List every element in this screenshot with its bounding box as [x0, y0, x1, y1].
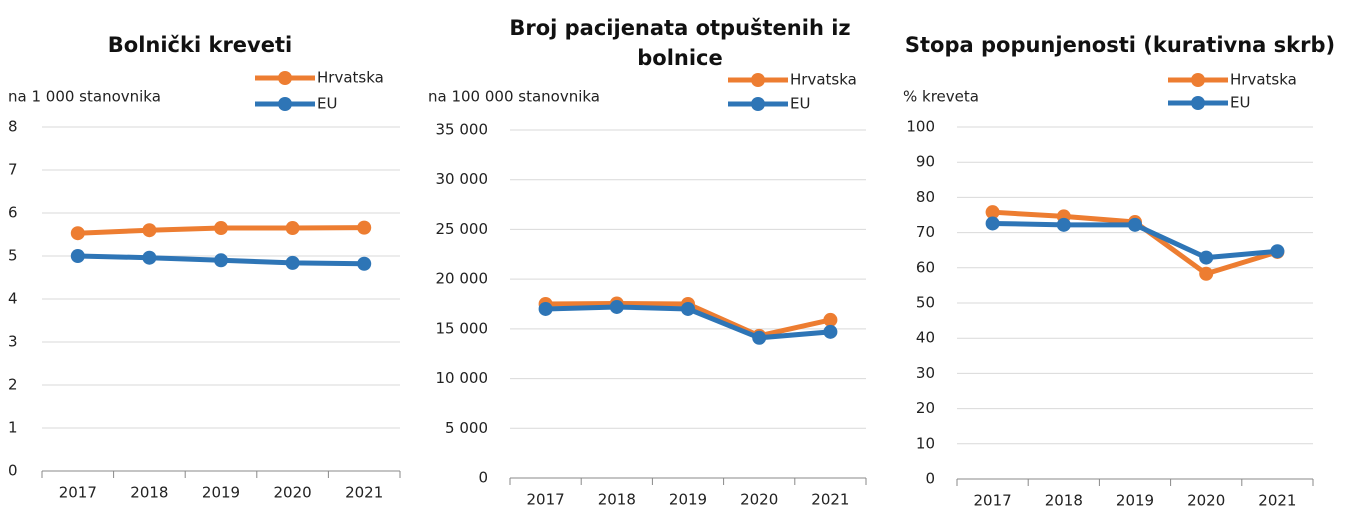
- y-axis-label: na 1 000 stanovnika: [8, 88, 161, 106]
- x-tick-label: 2018: [598, 491, 636, 509]
- series-marker: [70, 249, 85, 263]
- series-marker: [681, 301, 695, 316]
- y-tick-label: 30 000: [436, 170, 489, 188]
- series-marker: [214, 221, 228, 236]
- legend-marker: [278, 71, 292, 85]
- y-tick-label: 20 000: [436, 270, 489, 288]
- x-tick-label: 2017: [974, 492, 1012, 510]
- legend-label: EU: [790, 95, 810, 113]
- y-axis-label: % kreveta: [903, 88, 979, 106]
- legend-label: Hrvatska: [317, 69, 384, 87]
- x-tick-label: 2017: [59, 484, 97, 502]
- legend-marker: [278, 97, 292, 111]
- y-tick-label: 20: [916, 399, 935, 417]
- y-tick-label: 60: [916, 258, 935, 276]
- chart-title: Stopa popunjenosti (kurativna skrb): [904, 33, 1336, 57]
- y-tick-label: 10: [916, 434, 935, 452]
- chart-title: Bolnički kreveti: [107, 33, 293, 57]
- series-marker: [985, 205, 1000, 220]
- series-marker: [538, 301, 553, 316]
- y-tick-label: 50: [916, 294, 935, 312]
- legend-marker: [751, 97, 765, 111]
- y-tick-label: 5: [8, 247, 18, 265]
- series-marker: [1270, 244, 1285, 259]
- y-tick-label: 70: [916, 223, 935, 241]
- y-tick-label: 40: [916, 329, 935, 347]
- y-tick-label: 30: [916, 364, 935, 382]
- x-tick-label: 2020: [274, 484, 312, 502]
- series-marker: [609, 299, 624, 314]
- series-marker: [1128, 217, 1142, 232]
- y-axis-label: na 100 000 stanovnika: [428, 88, 600, 106]
- y-tick-label: 6: [8, 204, 18, 222]
- x-tick-label: 2018: [130, 484, 168, 502]
- y-tick-label: 80: [916, 188, 935, 206]
- x-tick-label: 2021: [345, 484, 383, 502]
- series-marker: [823, 312, 838, 327]
- series-marker: [285, 221, 300, 236]
- y-tick-label: 8: [8, 118, 18, 136]
- legend-marker: [751, 73, 765, 87]
- y-tick-label: 25 000: [436, 220, 489, 238]
- y-tick-label: 0: [8, 462, 18, 480]
- legend-label: Hrvatska: [790, 71, 857, 89]
- series-marker: [142, 250, 157, 265]
- x-tick-label: 2019: [1116, 492, 1154, 510]
- chart-title: Broj pacijenata otpuštenih iz bolnice: [509, 16, 851, 70]
- series-marker: [142, 223, 157, 238]
- x-tick-label: 2020: [740, 491, 778, 509]
- y-tick-label: 15 000: [436, 319, 489, 337]
- series-marker: [70, 226, 85, 241]
- y-tick-label: 90: [916, 153, 935, 171]
- y-tick-label: 100: [906, 118, 935, 136]
- legend-label: EU: [317, 95, 337, 113]
- y-tick-label: 2: [8, 376, 18, 394]
- x-tick-label: 2020: [1187, 492, 1225, 510]
- legend-label: Hrvatska: [1230, 71, 1297, 89]
- y-tick-label: 7: [8, 161, 18, 179]
- series-marker: [357, 220, 372, 235]
- y-tick-label: 5 000: [445, 419, 488, 437]
- y-tick-label: 4: [8, 290, 18, 308]
- legend-label: EU: [1230, 94, 1250, 112]
- series-marker: [285, 255, 300, 270]
- series-marker: [1056, 217, 1071, 232]
- x-tick-label: 2019: [202, 484, 240, 502]
- y-tick-label: 0: [925, 470, 935, 488]
- series-marker: [752, 330, 767, 345]
- series-marker: [214, 253, 228, 268]
- y-tick-label: 35 000: [436, 121, 489, 139]
- series-marker: [1199, 250, 1214, 265]
- y-tick-label: 3: [8, 333, 18, 351]
- y-tick-label: 10 000: [436, 369, 489, 387]
- x-tick-label: 2017: [527, 491, 565, 509]
- y-tick-label: 1: [8, 419, 18, 437]
- series-marker: [357, 256, 372, 271]
- legend-marker: [1191, 73, 1205, 87]
- legend-marker: [1191, 96, 1205, 110]
- x-tick-label: 2018: [1045, 492, 1083, 510]
- series-marker: [823, 324, 838, 339]
- x-tick-label: 2021: [811, 491, 849, 509]
- series-marker: [1199, 266, 1214, 281]
- x-tick-label: 2019: [669, 491, 707, 509]
- x-tick-label: 2021: [1258, 492, 1296, 510]
- y-tick-label: 0: [478, 469, 488, 487]
- series-marker: [985, 216, 1000, 231]
